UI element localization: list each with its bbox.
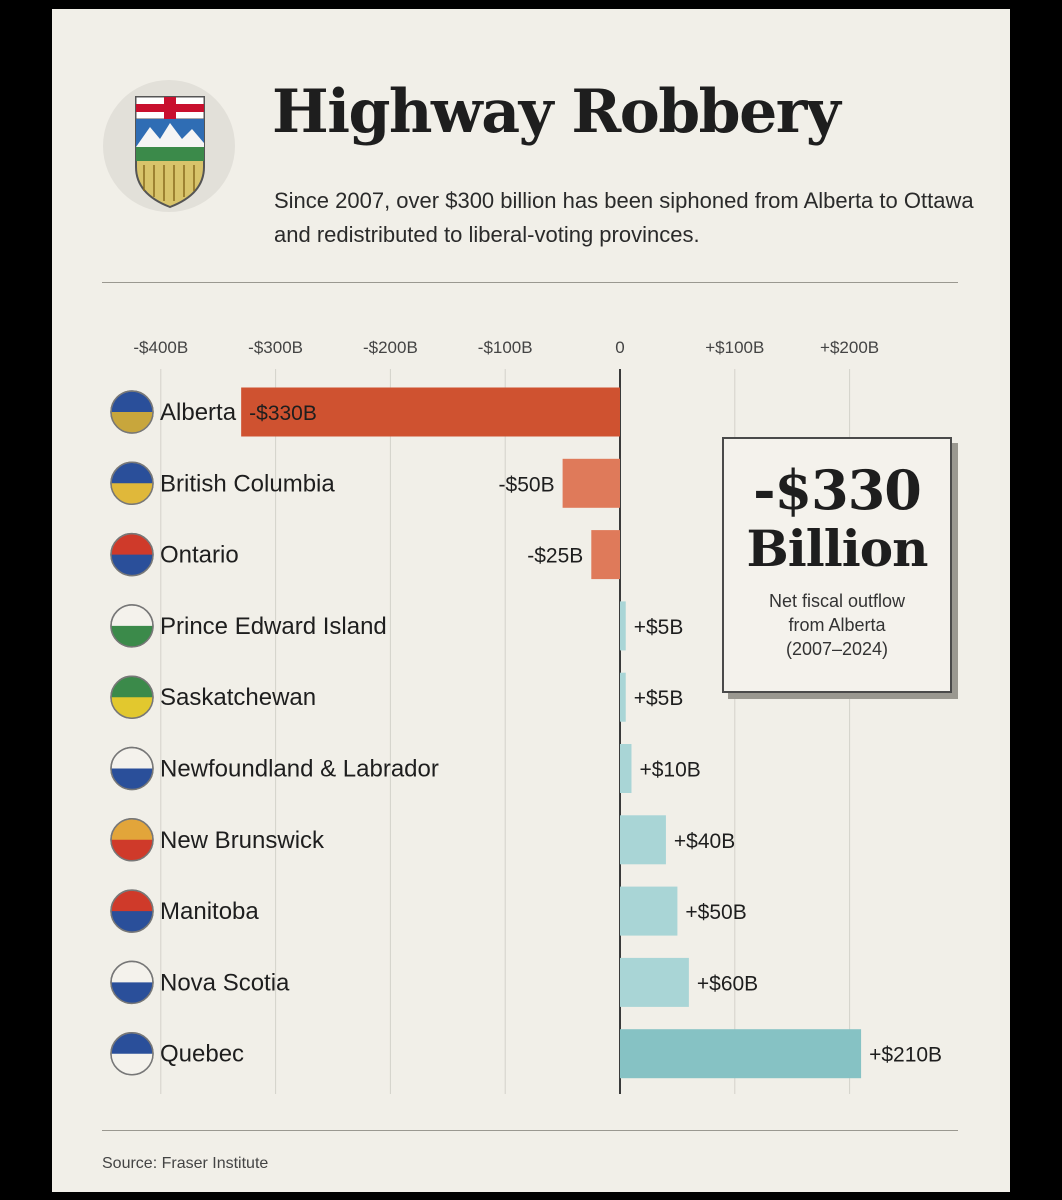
x-tick-label: 0: [615, 338, 624, 357]
quebec-flag-icon: [110, 1031, 154, 1076]
data-label: -$330B: [249, 402, 317, 425]
data-label: -$25B: [527, 545, 583, 568]
callout-unit: Billion: [746, 519, 929, 578]
bar: [620, 957, 689, 1007]
bar: [620, 815, 666, 865]
bar: [620, 744, 632, 793]
category-label: New Brunswick: [160, 827, 325, 854]
prince-edward-island-flag-icon: [110, 604, 154, 648]
summary-callout-box: -$330 Billion Net fiscal outflow from Al…: [722, 437, 952, 693]
saskatchewan-flag-icon: [110, 675, 154, 719]
data-label: +$5B: [634, 616, 684, 639]
page-subtitle: Since 2007, over $300 billion has been s…: [274, 188, 974, 247]
bar: [241, 387, 620, 437]
callout-caption: Net fiscal outflow from Alberta (2007–20…: [768, 591, 906, 659]
infographic-card: Highway Robbery Since 2007, over $300 bi…: [52, 9, 1010, 1192]
category-label: Nova Scotia: [160, 969, 290, 996]
chart-x-axis: -$400B -$300B -$200B -$100B 0 +$100B +$200B: [133, 338, 879, 357]
new-brunswick-flag-icon: [110, 818, 154, 862]
category-label: Manitoba: [160, 898, 259, 925]
data-label: +$40B: [674, 830, 735, 853]
data-label: +$10B: [639, 759, 700, 782]
bar-chart: -$400B -$300B -$200B -$100B 0 +$100B +$200B Al…: [110, 338, 942, 1094]
bar: [620, 886, 678, 936]
source-note: Source: Fraser Institute: [102, 1155, 269, 1172]
x-tick-label: -$300B: [248, 338, 303, 357]
chart-value-labels: -$330B -$50B -$25B +$5B +$5B +$10B +$40B +$50B +…: [249, 402, 942, 1067]
bar: [620, 1029, 862, 1079]
manitoba-flag-icon: [110, 889, 154, 933]
data-label: +$50B: [685, 901, 746, 924]
category-label: British Columbia: [160, 470, 335, 497]
page-title: Highway Robbery: [272, 77, 841, 147]
ontario-flag-icon: [110, 532, 154, 577]
bar: [591, 530, 620, 580]
data-label: +$60B: [697, 972, 758, 995]
british-columbia-flag-icon: [110, 461, 154, 506]
data-label: +$210B: [869, 1044, 942, 1067]
x-tick-label: -$100B: [478, 338, 533, 357]
category-label: Alberta: [160, 399, 237, 426]
data-label: +$5B: [634, 687, 684, 710]
chart-category-labels: Alberta British Columbia Ontario Prince Edw…: [160, 399, 439, 1068]
bar: [562, 458, 620, 508]
category-label: Saskatchewan: [160, 684, 316, 711]
bar: [620, 601, 626, 651]
callout-value: -$330: [753, 458, 922, 522]
alberta-coat-of-arms-icon: [103, 80, 235, 212]
x-tick-label: -$200B: [363, 338, 418, 357]
x-tick-label: +$100B: [705, 338, 764, 357]
category-label: Ontario: [160, 542, 239, 569]
nova-scotia-flag-icon: [110, 960, 154, 1005]
footer-divider: [102, 1130, 958, 1131]
chart-bars: [241, 387, 862, 1079]
alberta-flag-icon: [110, 390, 154, 434]
header-divider: [102, 282, 958, 283]
bar: [620, 672, 626, 722]
category-label: Quebec: [160, 1041, 244, 1068]
x-tick-label: +$200B: [820, 338, 879, 357]
category-label: Prince Edward Island: [160, 613, 387, 640]
newfoundland-labrador-flag-icon: [110, 746, 154, 791]
data-label: -$50B: [499, 473, 555, 496]
category-label: Newfoundland & Labrador: [160, 756, 439, 783]
chart-province-icons: [110, 390, 154, 1076]
x-tick-label: -$400B: [133, 338, 188, 357]
